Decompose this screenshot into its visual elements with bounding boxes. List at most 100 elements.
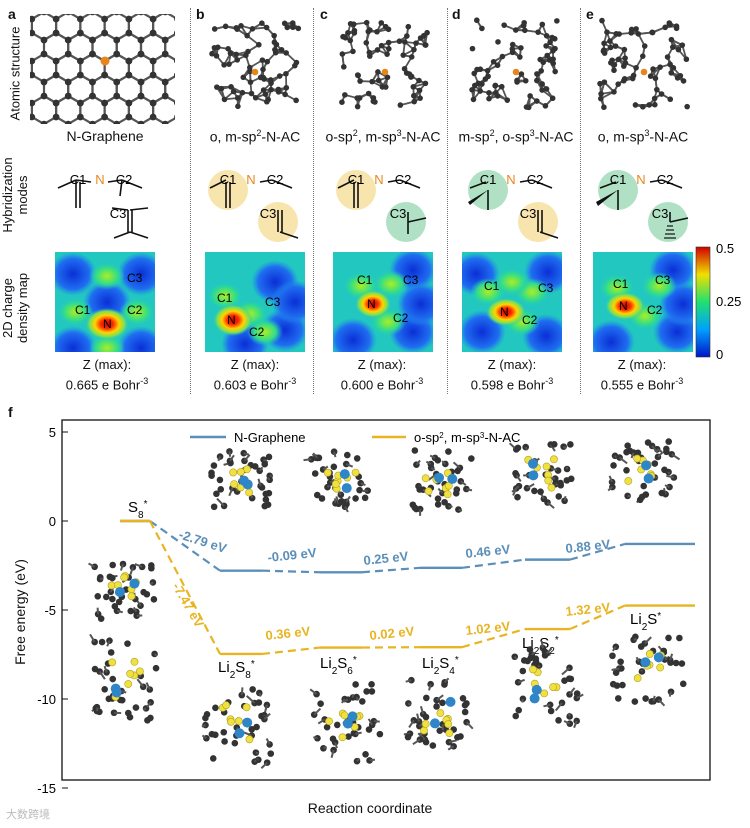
row-label-charge-density: 2D charge density map xyxy=(0,253,30,363)
carbon-atom xyxy=(257,482,264,490)
carbon-atom xyxy=(152,664,160,672)
hybridization-a: C1 N C2 C3 xyxy=(57,172,149,239)
carbon-atom xyxy=(550,60,557,67)
carbon-atom xyxy=(218,85,225,92)
carbon-atom xyxy=(518,71,525,77)
carbon-atom xyxy=(267,750,275,757)
carbon-atom xyxy=(640,482,648,490)
carbon-atom xyxy=(101,15,108,23)
carbon-atom xyxy=(493,89,499,96)
carbon-atom xyxy=(40,50,48,58)
carbon-atom xyxy=(567,675,575,683)
carbon-atom xyxy=(525,104,532,111)
carbon-atom xyxy=(512,27,519,33)
carbon-atom xyxy=(259,20,265,26)
carbon-atom xyxy=(358,698,366,705)
map-label-c3: C3 xyxy=(655,273,671,287)
carbon-bond xyxy=(668,691,673,697)
hyb-c-n: N xyxy=(374,172,383,187)
y-tick-label-0: 0 xyxy=(49,514,56,529)
carbon-atom xyxy=(607,44,614,51)
carbon-atom xyxy=(30,29,36,37)
carbon-bond xyxy=(355,731,362,735)
map-label-c2: C2 xyxy=(393,311,409,325)
carbon-bond xyxy=(441,460,446,465)
map-label-c2: C2 xyxy=(647,303,663,317)
carbon-bond xyxy=(344,506,349,513)
graphene-ring xyxy=(30,94,58,124)
map-label-c1: C1 xyxy=(484,279,500,293)
carbon-atom xyxy=(404,33,410,39)
carbon-atom xyxy=(126,713,134,721)
carbon-bond xyxy=(146,701,152,708)
carbon-atom xyxy=(354,95,361,101)
carbon-atom xyxy=(452,490,460,497)
carbon-atom xyxy=(631,698,639,705)
carbon-bond xyxy=(526,483,535,490)
carbon-bond xyxy=(669,653,674,661)
map-low-density xyxy=(397,282,433,326)
carbon-atom xyxy=(77,71,84,79)
carbon-atom xyxy=(666,656,674,664)
carbon-atom xyxy=(647,73,654,80)
atomic-structure-graphene xyxy=(30,14,175,124)
caption-e-rest: -N-AC xyxy=(649,128,689,145)
carbon-atom xyxy=(670,65,677,71)
carbon-atom xyxy=(667,21,673,28)
carbon-atom xyxy=(567,475,575,483)
carbon-atom xyxy=(676,634,683,642)
lithium-atom xyxy=(447,473,458,484)
caption-c-mid: , m-sp xyxy=(357,128,397,145)
atomic-structure-b xyxy=(209,20,302,110)
carbon-bond xyxy=(662,487,667,495)
legend-n-ac-rest: -N-AC xyxy=(484,430,520,445)
caption-a: N-Graphene xyxy=(40,128,170,144)
caption-d-main: m-sp xyxy=(458,128,490,145)
carbon-atom xyxy=(608,59,614,66)
hyb-e-c2: C2 xyxy=(657,172,674,187)
sulfur-atom xyxy=(645,650,654,658)
carbon-atom xyxy=(411,46,417,53)
carbon-atom xyxy=(680,78,687,84)
carbon-atom xyxy=(30,71,36,79)
carbon-atom xyxy=(361,494,369,502)
carbon-atom xyxy=(209,50,215,57)
y-tick-label-m15: -15 xyxy=(37,781,56,796)
lithium-atom xyxy=(643,473,654,484)
carbon-atom xyxy=(636,496,644,504)
carbon-atom xyxy=(209,755,217,762)
carbon-atom xyxy=(650,66,656,72)
map-low-density xyxy=(593,320,635,352)
hyb-a-c1: C1 xyxy=(70,172,87,187)
carbon-atom xyxy=(249,686,256,693)
carbon-bond xyxy=(444,677,450,683)
carbon-atom xyxy=(454,734,461,741)
carbon-atom xyxy=(129,564,137,571)
species-label-li2s: Li2S* xyxy=(630,611,661,633)
carbon-bond xyxy=(355,696,359,701)
carbon-bond xyxy=(201,724,206,728)
carbon-bond xyxy=(201,734,207,740)
hyb-d-c2: C2 xyxy=(527,172,544,187)
row-label-atomic-structure: Atomic structure xyxy=(7,26,23,121)
carbon-atom xyxy=(422,713,430,721)
species-li2s2-sub: 2 xyxy=(534,646,540,657)
carbon-atom xyxy=(408,54,415,60)
carbon-atom xyxy=(210,462,218,469)
zmax-e-label: Z (max): xyxy=(617,357,667,372)
carbon-bond xyxy=(243,454,251,462)
carbon-atom xyxy=(544,52,551,59)
carbon-atom xyxy=(52,99,60,107)
carbon-atom xyxy=(429,742,437,749)
hyb-b-c3: C3 xyxy=(260,206,277,221)
zmax-c-unit-sup: -3 xyxy=(415,376,424,386)
carbon-atom xyxy=(677,72,684,79)
carbon-atom xyxy=(365,90,372,97)
carbon-atom xyxy=(262,490,270,498)
carbon-atom xyxy=(103,669,110,676)
map-label-c2: C2 xyxy=(522,313,538,327)
carbon-atom xyxy=(363,19,370,26)
carbon-bond xyxy=(265,738,271,745)
carbon-atom xyxy=(329,735,337,743)
carbon-atom xyxy=(264,58,271,65)
